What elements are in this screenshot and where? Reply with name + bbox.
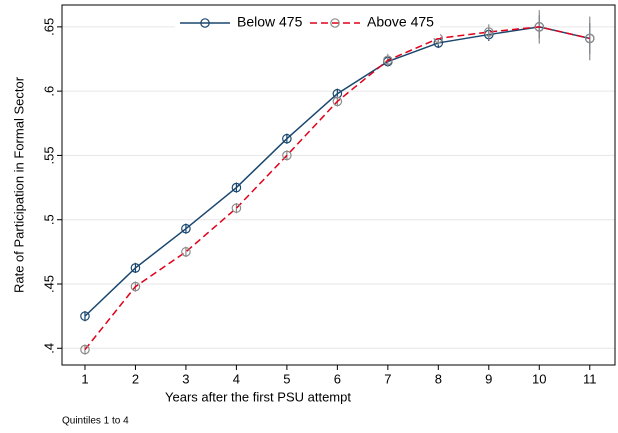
x-tick-label: 6	[334, 371, 341, 386]
x-tick-label: 10	[532, 371, 546, 386]
marker	[231, 182, 242, 193]
x-axis-title: Years after the first PSU attempt	[165, 389, 351, 404]
x-tick-label: 3	[182, 371, 189, 386]
marker	[181, 247, 191, 257]
x-tick-label: 1	[81, 371, 88, 386]
marker	[584, 33, 595, 44]
marker	[282, 150, 292, 161]
x-tick-label: 4	[233, 371, 240, 386]
x-tick-label: 9	[485, 371, 492, 386]
x-tick-label: 5	[283, 371, 290, 386]
y-tick-label: .4	[41, 343, 56, 354]
marker	[80, 344, 90, 355]
marker	[484, 27, 494, 37]
marker	[231, 203, 242, 213]
marker	[80, 311, 90, 321]
y-axis-title: Rate of Participation in Formal Sector	[11, 76, 26, 293]
series-line	[84, 26, 590, 317]
y-tick-label: .55	[41, 146, 56, 164]
y-tick-label: .65	[41, 18, 56, 36]
x-tick-label: 2	[132, 371, 139, 386]
legend: Below 475 Above 475	[175, 8, 440, 38]
note: Quintiles 1 to 4	[62, 416, 129, 427]
legend-label: Above 475	[367, 14, 434, 30]
marker	[130, 281, 141, 292]
marker	[282, 133, 292, 144]
marker	[181, 223, 191, 234]
legend-marker	[200, 18, 210, 28]
x-tick-label: 8	[435, 371, 442, 386]
series-line	[84, 26, 590, 351]
marker	[383, 55, 393, 66]
x-tick-label: 11	[583, 371, 597, 386]
marker	[130, 263, 141, 273]
y-tick-label: .5	[41, 214, 56, 225]
y-tick-label: .45	[41, 275, 56, 293]
plot-frame	[61, 4, 616, 366]
legend-label: Below 475	[237, 14, 303, 30]
marker	[534, 22, 545, 32]
marker	[332, 96, 343, 107]
x-tick-label: 7	[384, 371, 391, 386]
y-tick-label: .6	[41, 86, 56, 97]
legend-marker	[330, 18, 340, 28]
